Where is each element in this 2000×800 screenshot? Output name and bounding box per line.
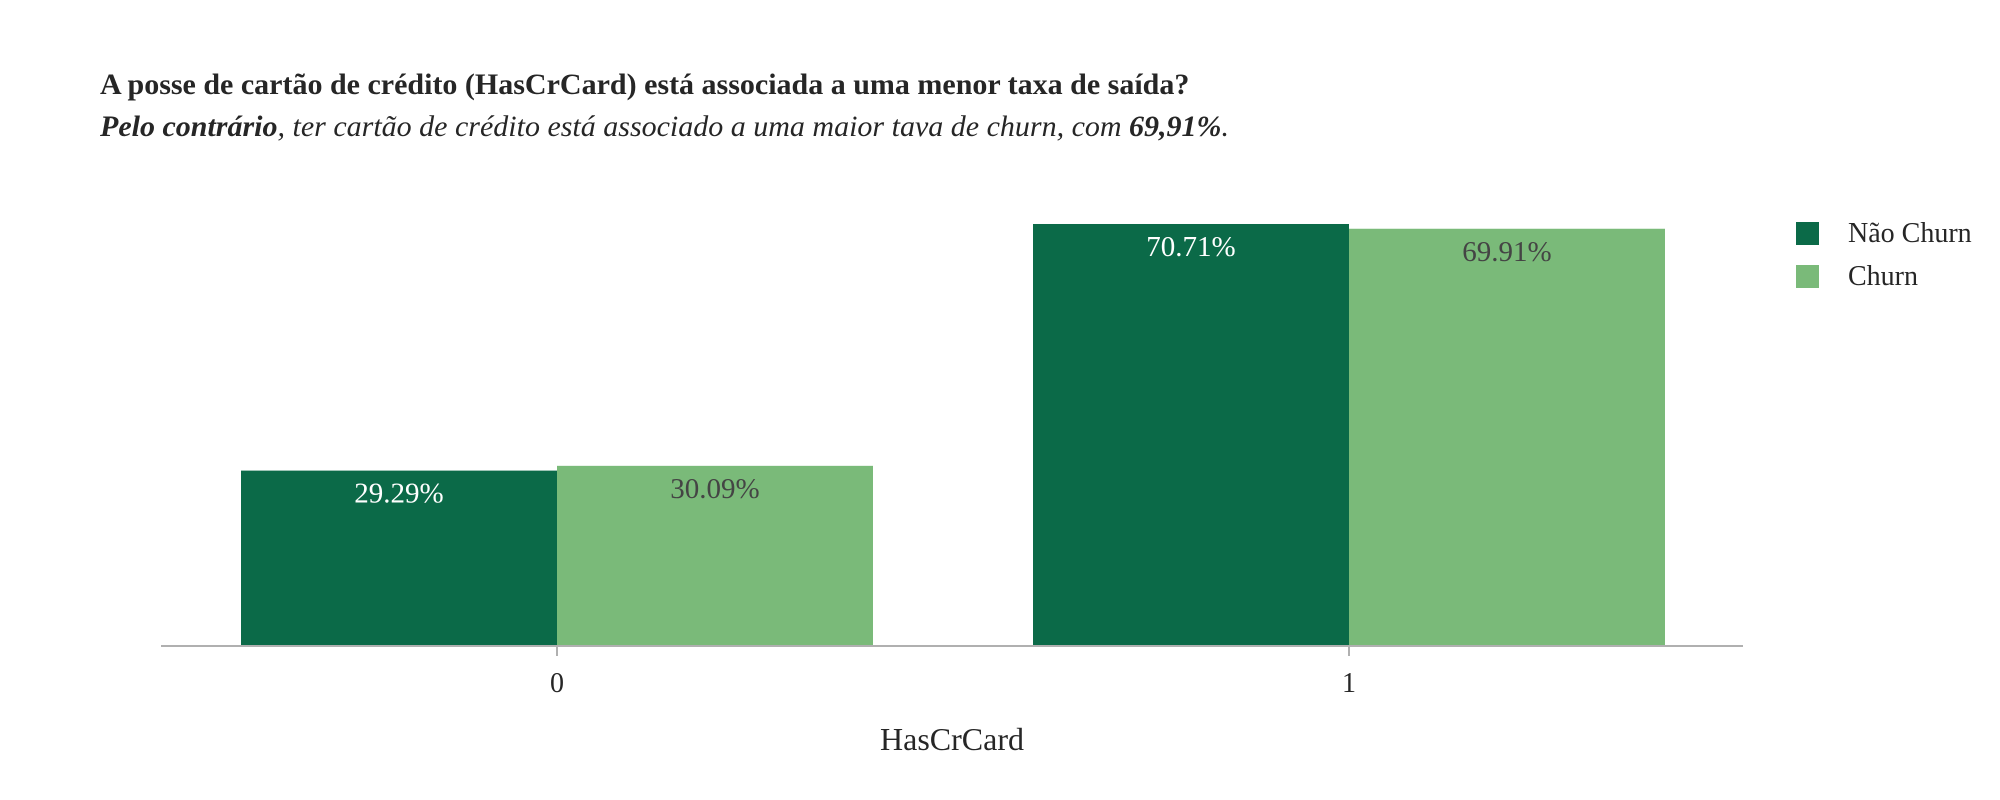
bar-label-churn-1: 69.91%: [1462, 236, 1551, 268]
bar-churn-1: [1349, 228, 1665, 645]
legend-label-churn: Churn: [1848, 260, 1918, 292]
bar-labels-group: 29.29% 30.09% 70.71% 69.91%: [354, 231, 1551, 510]
bar-label-churn-0: 30.09%: [670, 473, 759, 505]
bar-churn-0: [557, 465, 873, 645]
subtitle-value: 69,91%: [1129, 110, 1222, 143]
subtitle-text: , ter cartão de crédito está associado a…: [277, 110, 1130, 143]
legend-swatch-churn: [1796, 265, 1819, 288]
bar-n-o-churn-0: [241, 470, 557, 645]
x-tick-label-1: 1: [1342, 668, 1356, 699]
chart-subtitle: Pelo contrário, ter cartão de crédito es…: [100, 110, 1229, 144]
legend-item-churn: Churn: [1796, 255, 1972, 298]
subtitle-emphasis: Pelo contrário: [100, 110, 278, 143]
legend-item-nao-churn: Não Churn: [1796, 212, 1972, 255]
legend: Não Churn Churn: [1796, 212, 1972, 298]
subtitle-end: .: [1221, 110, 1230, 143]
bar-label-n-o-churn-0: 29.29%: [354, 478, 443, 510]
x-axis-label: HasCrCard: [880, 721, 1024, 757]
x-tick-label-0: 0: [550, 668, 564, 699]
chart-title: A posse de cartão de crédito (HasCrCard)…: [100, 68, 1190, 101]
bar-label-n-o-churn-1: 70.71%: [1146, 231, 1235, 263]
bars-group: [241, 223, 1665, 645]
legend-label-nao-churn: Não Churn: [1848, 217, 1972, 249]
legend-swatch-nao-churn: [1796, 222, 1819, 245]
bar-n-o-churn-1: [1033, 223, 1349, 645]
